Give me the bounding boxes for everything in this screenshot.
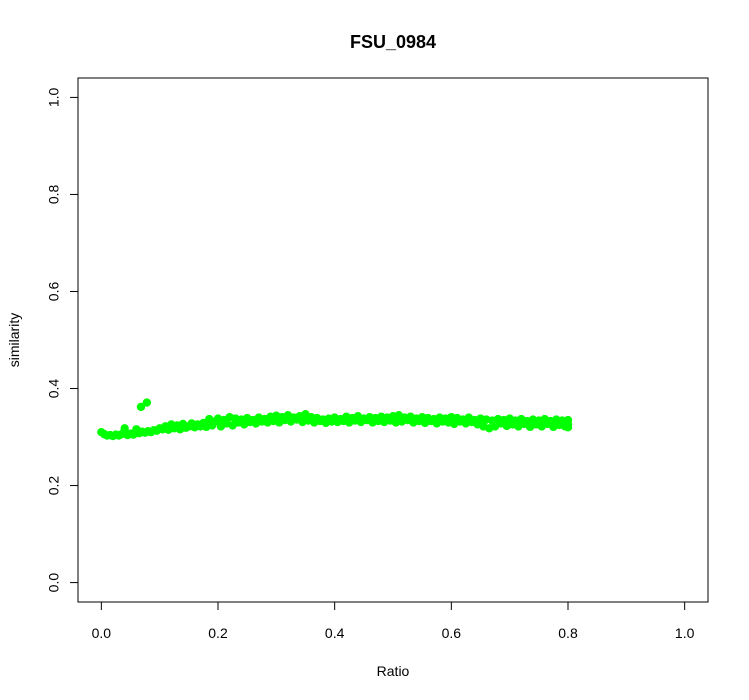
y-tick-label: 1.0 <box>46 87 62 107</box>
points-layer <box>97 398 573 441</box>
y-tick-label: 0.0 <box>46 573 62 593</box>
x-tick-label: 0.6 <box>442 625 462 641</box>
y-tick-label: 0.8 <box>46 185 62 205</box>
y-axis: 0.0 0.2 0.4 0.6 0.8 1.0 <box>46 87 79 593</box>
x-tick-label: 0.4 <box>325 625 345 641</box>
scatter-point <box>120 424 129 433</box>
x-tick-label: 0.2 <box>208 625 228 641</box>
y-axis-title: similarity <box>6 313 22 367</box>
scatter-point <box>563 423 573 432</box>
chart-title: FSU_0984 <box>350 32 436 52</box>
scatter-point <box>142 398 152 407</box>
y-tick-label: 0.4 <box>46 379 62 399</box>
x-axis-title: Ratio <box>377 663 410 679</box>
y-tick-label: 0.2 <box>46 476 62 496</box>
plot-frame <box>77 77 709 603</box>
x-axis: 0.0 0.2 0.4 0.6 0.8 1.0 <box>92 601 695 641</box>
scatter-point <box>136 402 146 412</box>
x-tick-label: 1.0 <box>675 625 695 641</box>
y-tick-label: 0.6 <box>46 282 62 302</box>
x-tick-label: 0.0 <box>92 625 112 641</box>
x-tick-label: 0.8 <box>558 625 578 641</box>
